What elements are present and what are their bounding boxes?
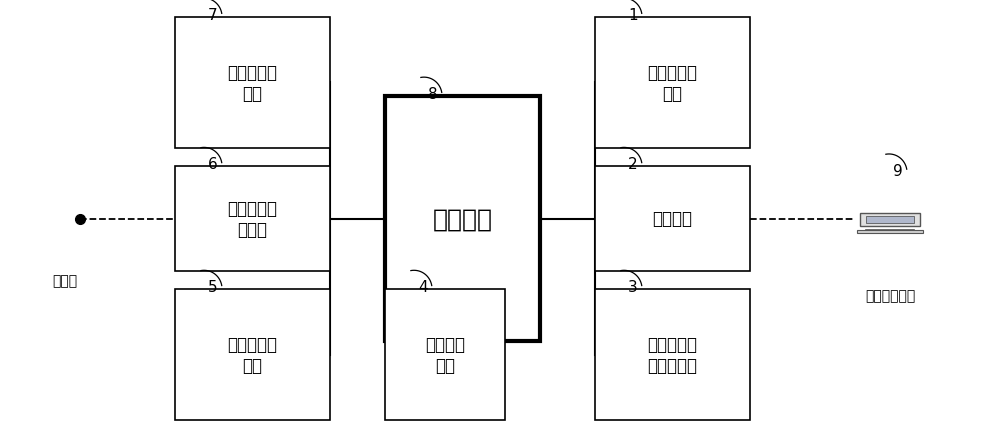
FancyBboxPatch shape — [595, 18, 750, 149]
FancyBboxPatch shape — [175, 289, 330, 420]
Text: 恒流源注入
模块: 恒流源注入 模块 — [228, 336, 278, 374]
FancyBboxPatch shape — [595, 289, 750, 420]
Text: 2: 2 — [628, 157, 638, 172]
Text: 接地点: 接地点 — [52, 273, 78, 287]
Text: 9: 9 — [893, 163, 903, 178]
Text: 微处理器: 微处理器 — [432, 207, 492, 231]
Text: 地线电阻测
量软件模块: 地线电阻测 量软件模块 — [648, 336, 698, 374]
FancyBboxPatch shape — [385, 289, 505, 420]
Text: 6: 6 — [208, 157, 218, 172]
FancyBboxPatch shape — [175, 18, 330, 149]
FancyBboxPatch shape — [857, 231, 923, 233]
FancyBboxPatch shape — [175, 166, 330, 272]
FancyBboxPatch shape — [866, 216, 914, 224]
Text: 5: 5 — [208, 279, 218, 294]
Text: 远程监测终端: 远程监测终端 — [865, 289, 915, 303]
FancyBboxPatch shape — [385, 96, 540, 342]
Text: 通信模块: 通信模块 — [652, 210, 692, 228]
FancyBboxPatch shape — [860, 214, 920, 226]
Text: 1: 1 — [628, 8, 638, 23]
Text: 4: 4 — [418, 279, 428, 294]
Text: 电源管理
模块: 电源管理 模块 — [425, 336, 465, 374]
Text: 干扰源采集
模块: 干扰源采集 模块 — [228, 64, 278, 102]
Text: 3: 3 — [628, 279, 638, 294]
Text: 干扰源处理
模块: 干扰源处理 模块 — [648, 64, 698, 102]
Text: 7: 7 — [208, 8, 218, 23]
Text: 采样电压读
取模块: 采样电压读 取模块 — [228, 200, 278, 238]
FancyBboxPatch shape — [595, 166, 750, 272]
Text: 8: 8 — [428, 87, 438, 102]
